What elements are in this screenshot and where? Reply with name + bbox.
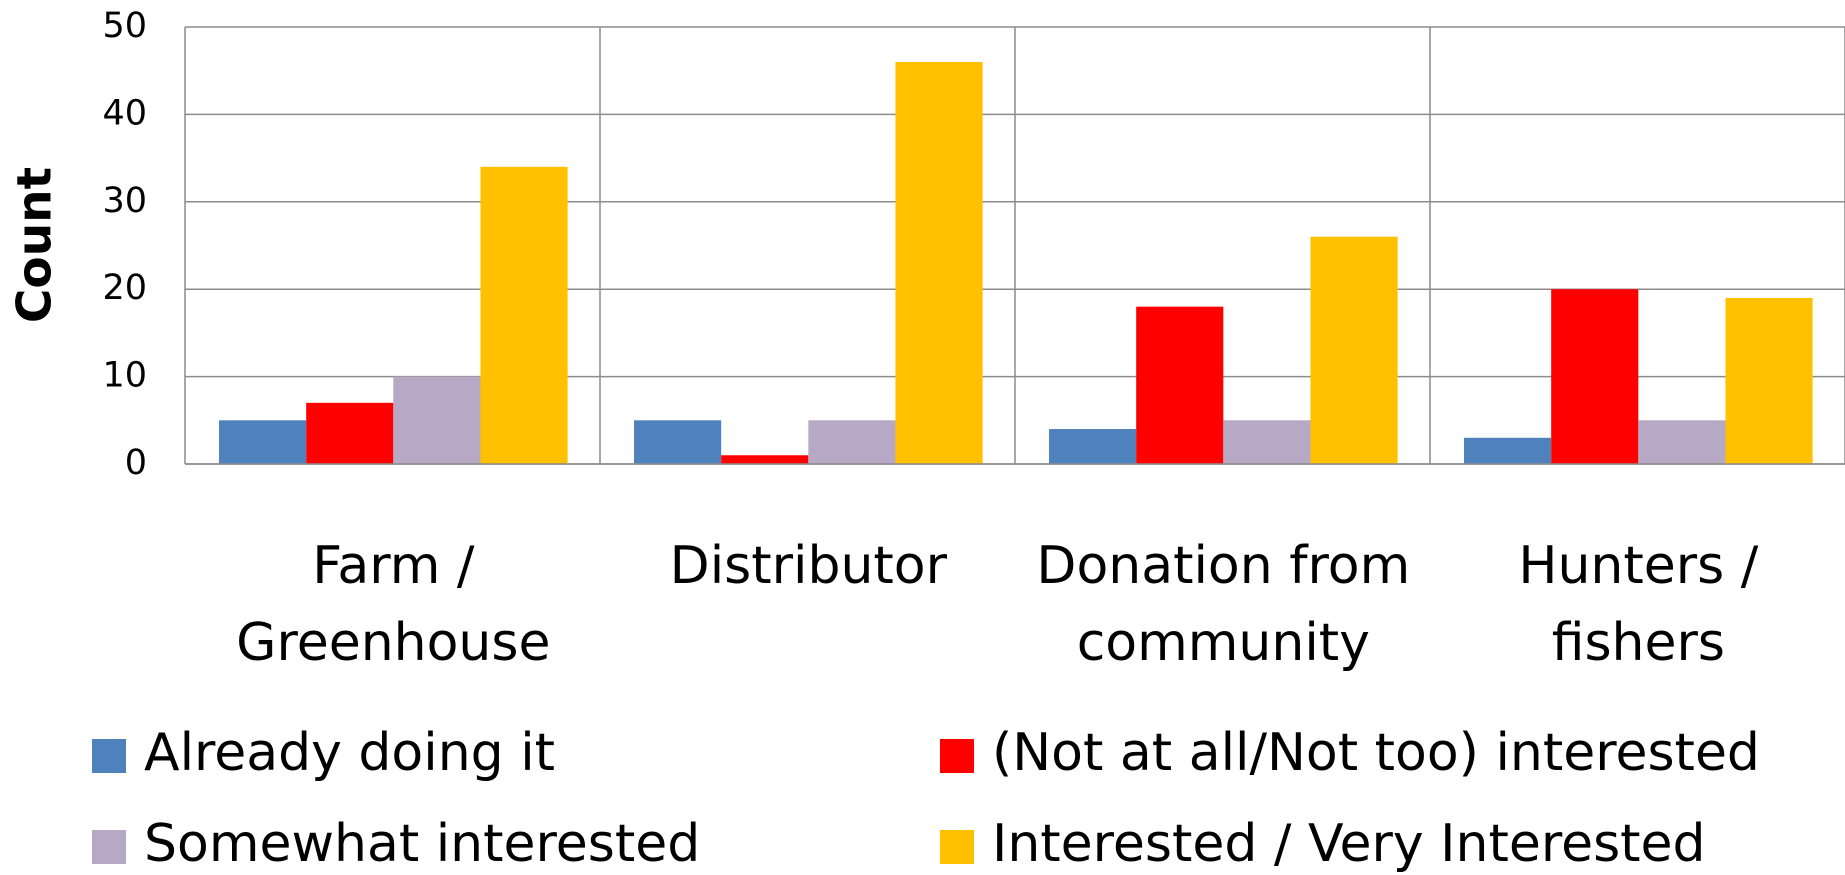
- bar: [1223, 420, 1311, 464]
- bar: [480, 166, 568, 464]
- x-tick-label: Farm / Greenhouse: [236, 536, 551, 673]
- bar: [1310, 236, 1398, 464]
- bar: [306, 402, 394, 464]
- y-tick-label: 30: [102, 181, 147, 221]
- legend-swatch: [940, 830, 974, 864]
- bar: [1136, 306, 1224, 464]
- bar: [1638, 420, 1726, 464]
- x-tick-label: Donation from community: [1036, 536, 1411, 673]
- y-tick-label: 0: [125, 443, 147, 483]
- y-tick-label: 20: [102, 268, 147, 308]
- y-axis-title: Count: [8, 167, 63, 323]
- y-tick-label: 40: [102, 93, 147, 133]
- legend-label: Already doing it: [144, 723, 555, 783]
- legend-swatch: [92, 830, 126, 864]
- x-tick-label: Hunters / fishers: [1518, 536, 1759, 673]
- legend-label: Interested / Very Interested: [992, 814, 1706, 874]
- y-tick-label: 10: [102, 356, 147, 396]
- bar: [393, 376, 481, 464]
- y-tick-label: 50: [102, 6, 147, 46]
- legend-label: (Not at all/Not too) interested: [992, 723, 1760, 783]
- legend-swatch: [940, 739, 974, 773]
- bar: [1725, 297, 1813, 464]
- legend-label: Somewhat interested: [144, 814, 700, 874]
- bar: [1464, 437, 1552, 464]
- bar: [721, 455, 809, 464]
- bar: [219, 420, 307, 464]
- bar: [1049, 429, 1137, 464]
- bar: [634, 420, 722, 464]
- bar: [808, 420, 896, 464]
- bar: [895, 61, 983, 465]
- legend-swatch: [92, 739, 126, 773]
- bar: [1551, 289, 1639, 464]
- x-tick-label: Distributor: [669, 536, 947, 596]
